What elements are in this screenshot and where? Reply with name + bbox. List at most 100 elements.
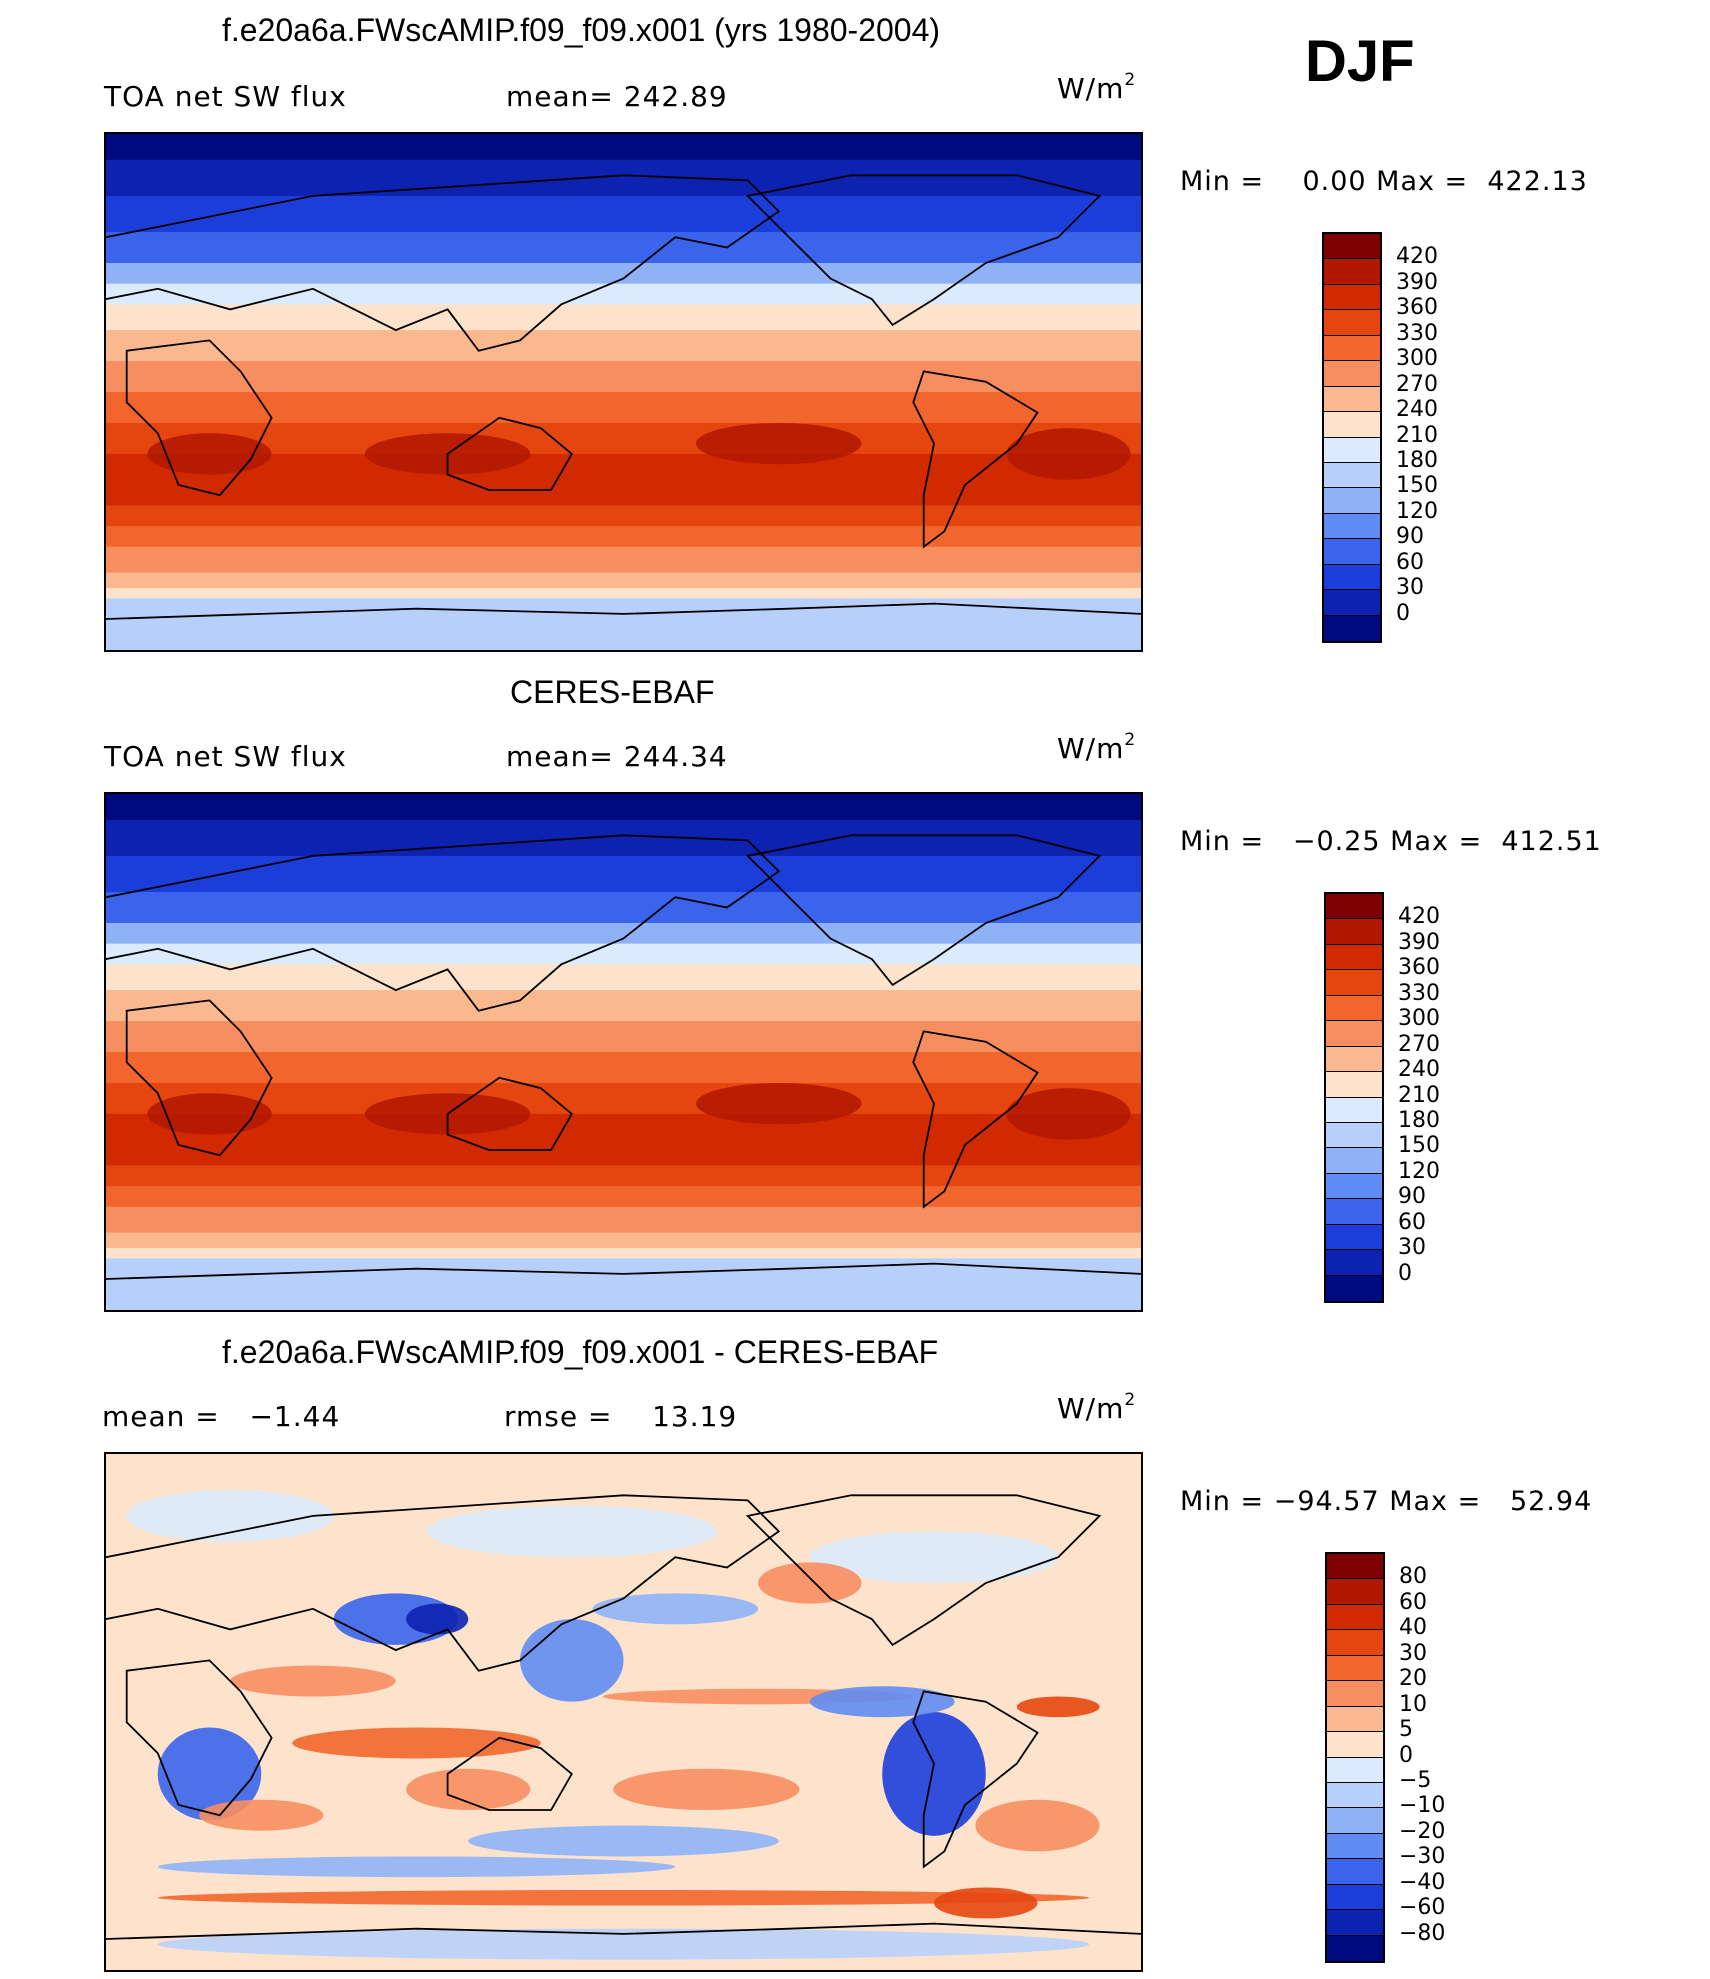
map-field — [106, 794, 1141, 1310]
panel-2-mean-label: mean= 244.34 — [506, 740, 728, 773]
colorbar-swatch — [1324, 284, 1380, 311]
colorbar-swatch — [1327, 1655, 1383, 1682]
panel-2-variable-label: TOA net SW flux — [104, 740, 347, 773]
colorbar-swatch — [1326, 1224, 1382, 1251]
colorbar-swatch — [1324, 386, 1380, 413]
colorbar-tick-label: 330 — [1396, 320, 1438, 346]
panel-2-title: CERES-EBAF — [510, 674, 715, 710]
colorbar-tick-label: 390 — [1396, 269, 1438, 295]
colorbar-swatch — [1324, 310, 1380, 336]
colorbar-tick-label: 210 — [1398, 1082, 1440, 1108]
colorbar-swatch — [1326, 1021, 1382, 1047]
panel-1-title: f.e20a6a.FWscAMIP.f09_f09.x001 (yrs 1980… — [222, 12, 941, 48]
colorbar-swatch — [1327, 1604, 1383, 1631]
colorbar-tick-label: 300 — [1396, 346, 1438, 372]
colorbar-swatch — [1327, 1681, 1383, 1707]
colorbar-tick-label: 150 — [1396, 473, 1438, 499]
colorbar-swatch — [1327, 1782, 1383, 1809]
colorbar-tick-label: 270 — [1396, 371, 1438, 397]
colorbar-tick-label: 240 — [1396, 397, 1438, 423]
panel-1-colorbar — [1322, 232, 1382, 643]
colorbar-swatch — [1327, 1884, 1383, 1911]
colorbar-swatch — [1326, 1173, 1382, 1200]
colorbar-swatch — [1324, 361, 1380, 387]
colorbar-tick-label: 180 — [1396, 447, 1438, 473]
map-field — [106, 134, 1141, 650]
colorbar-tick-label: 360 — [1396, 295, 1438, 321]
colorbar-tick-label: 80 — [1399, 1564, 1427, 1590]
colorbar-swatch — [1327, 1910, 1383, 1936]
colorbar-swatch — [1324, 513, 1380, 540]
colorbar-swatch — [1327, 1757, 1383, 1783]
panel-1-map — [104, 132, 1143, 652]
colorbar-tick-label: 90 — [1396, 524, 1424, 550]
colorbar-tick-label: 180 — [1398, 1107, 1440, 1133]
colorbar-swatch — [1327, 1630, 1383, 1656]
colorbar-swatch — [1326, 995, 1382, 1022]
colorbar-tick-label: 150 — [1398, 1133, 1440, 1159]
colorbar-swatch — [1324, 488, 1380, 514]
colorbar-swatch — [1326, 1275, 1382, 1301]
colorbar-swatch — [1326, 1250, 1382, 1276]
panel-2-map — [104, 792, 1143, 1312]
colorbar-tick-label: 240 — [1398, 1057, 1440, 1083]
panel-1-variable-label: TOA net SW flux — [104, 80, 347, 113]
colorbar-tick-label: −5 — [1399, 1767, 1432, 1793]
colorbar-tick-label: 270 — [1398, 1031, 1440, 1057]
panel-1-unit-label: W/m2 — [1057, 70, 1137, 105]
colorbar-swatch — [1326, 1199, 1382, 1225]
colorbar-tick-label: −30 — [1399, 1844, 1446, 1870]
colorbar-swatch — [1327, 1706, 1383, 1733]
panel-3-rmse-label: rmse = 13.19 — [504, 1400, 738, 1433]
colorbar-tick-label: 120 — [1396, 498, 1438, 524]
colorbar-tick-label: −20 — [1399, 1818, 1446, 1844]
colorbar-swatch — [1327, 1859, 1383, 1885]
colorbar-tick-label: 120 — [1398, 1158, 1440, 1184]
colorbar-swatch — [1326, 1046, 1382, 1073]
colorbar-tick-label: 10 — [1399, 1691, 1427, 1717]
panel-3-unit-label: W/m2 — [1057, 1390, 1137, 1425]
season-label: DJF — [1305, 29, 1415, 94]
colorbar-tick-label: 0 — [1399, 1742, 1413, 1768]
panel-3-mean-label: mean = −1.44 — [102, 1400, 341, 1433]
colorbar-swatch — [1326, 1148, 1382, 1174]
colorbar-tick-label: 60 — [1398, 1209, 1426, 1235]
colorbar-tick-label: 360 — [1398, 955, 1440, 981]
colorbar-tick-label: 0 — [1396, 600, 1410, 626]
colorbar-tick-label: 210 — [1396, 422, 1438, 448]
colorbar-swatch — [1324, 539, 1380, 565]
colorbar-tick-label: 20 — [1399, 1666, 1427, 1692]
map-field — [106, 1454, 1141, 1970]
colorbar-tick-label: −40 — [1399, 1869, 1446, 1895]
colorbar-tick-label: 30 — [1399, 1640, 1427, 1666]
panel-3-colorbar — [1325, 1552, 1385, 1963]
colorbar-swatch — [1324, 437, 1380, 463]
colorbar-swatch — [1327, 1732, 1383, 1758]
colorbar-swatch — [1326, 919, 1382, 945]
colorbar-tick-label: 420 — [1398, 904, 1440, 930]
panel-1-min-max: Min = 0.00 Max = 422.13 — [1180, 166, 1588, 197]
panel-2-min-max: Min = −0.25 Max = 412.51 — [1180, 826, 1602, 857]
colorbar-swatch — [1324, 615, 1380, 641]
panel-2-unit-label: W/m2 — [1057, 730, 1137, 765]
colorbar-tick-label: 60 — [1396, 549, 1424, 575]
colorbar-tick-label: −60 — [1399, 1895, 1446, 1921]
panel-1-mean-label: mean= 242.89 — [506, 80, 728, 113]
colorbar-swatch — [1324, 412, 1380, 438]
colorbar-tick-label: 60 — [1399, 1589, 1427, 1615]
colorbar-swatch — [1327, 1935, 1383, 1961]
colorbar-swatch — [1326, 970, 1382, 996]
colorbar-tick-label: 390 — [1398, 929, 1440, 955]
colorbar-swatch — [1324, 259, 1380, 285]
panel-3-title: f.e20a6a.FWscAMIP.f09_f09.x001 - CERES-E… — [222, 1334, 939, 1370]
colorbar-tick-label: 330 — [1398, 980, 1440, 1006]
panel-2-colorbar — [1324, 892, 1384, 1303]
colorbar-tick-label: 300 — [1398, 1006, 1440, 1032]
colorbar-tick-label: 30 — [1398, 1235, 1426, 1261]
colorbar-tick-label: −80 — [1399, 1920, 1446, 1946]
colorbar-swatch — [1326, 1097, 1382, 1123]
colorbar-tick-label: 5 — [1399, 1717, 1413, 1743]
colorbar-swatch — [1327, 1554, 1383, 1580]
colorbar-swatch — [1324, 234, 1380, 260]
colorbar-swatch — [1327, 1808, 1383, 1834]
